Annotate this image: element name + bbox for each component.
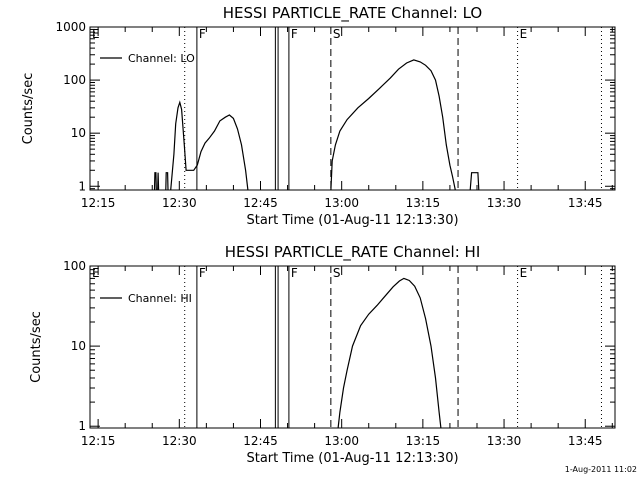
legend-label-lo: Channel: LO [128,52,195,65]
y-tick-label-lo: 100 [63,73,86,87]
x-tick-label-hi: 13:00 [324,434,359,448]
series-line-lo [153,172,157,191]
flag-label-hi: F [199,266,206,280]
y-tick-label-lo: 1 [78,179,86,193]
x-tick-label-hi: 13:45 [568,434,603,448]
x-tick-label-lo: 13:30 [487,196,522,210]
legend-label-hi: Channel: HI [128,292,192,305]
x-tick-label-hi: 12:30 [162,434,197,448]
y-tick-label-hi: 100 [63,259,86,273]
series-line-lo [170,100,249,191]
flag-label-lo: E [520,27,528,41]
y-tick-label-lo: 10 [71,126,86,140]
panel-hi: HESSI PARTICLE_RATE Channel: HI 12:15 12:3… [29,243,616,466]
x-tick-label-lo: 12:45 [243,196,278,210]
flag-label-hi: E [92,266,100,280]
x-tick-label-hi: 13:30 [487,434,522,448]
plot-frame-lo [89,26,616,191]
flag-label-hi: E [520,266,528,280]
timestamp: 1-Aug-2011 11:02 [565,465,637,474]
flag-label-lo: F [199,27,206,41]
x-tick-label-lo: 13:45 [568,196,603,210]
x-tick-label-lo: 12:15 [81,196,116,210]
x-axis-label-lo: Start Time (01-Aug-11 12:13:30) [246,213,458,228]
series-line-lo [157,172,160,191]
y-tick-label-lo: 1000 [55,20,86,34]
x-tick-label-lo: 13:15 [406,196,441,210]
chart-title-hi: HESSI PARTICLE_RATE Channel: HI [225,243,481,262]
series-line-lo [330,59,456,191]
series-line-lo [469,172,480,191]
x-axis-label-hi: Start Time (01-Aug-11 12:13:30) [246,451,458,466]
chart-title-lo: HESSI PARTICLE_RATE Channel: LO [223,4,482,23]
x-tick-label-hi: 12:45 [243,434,278,448]
y-tick-label-hi: 10 [71,339,86,353]
flag-label-lo: F [291,27,298,41]
panel-lo: HESSI PARTICLE_RATE Channel: LO 12:15 12:3… [21,4,616,228]
flag-label-lo: S [333,27,341,41]
series-line-hi [337,277,442,429]
x-tick-label-hi: 13:15 [406,434,441,448]
x-tick-label-lo: 12:30 [162,196,197,210]
flag-label-lo: E [92,27,100,41]
x-tick-label-hi: 12:15 [81,434,116,448]
y-axis-label-hi: Counts/sec [29,311,44,383]
series-line-lo [165,172,169,191]
flag-label-hi: S [333,266,341,280]
y-tick-label-hi: 1 [78,419,86,433]
x-tick-label-lo: 13:00 [324,196,359,210]
flag-label-hi: F [291,266,298,280]
y-axis-label-lo: Counts/sec [21,73,36,145]
